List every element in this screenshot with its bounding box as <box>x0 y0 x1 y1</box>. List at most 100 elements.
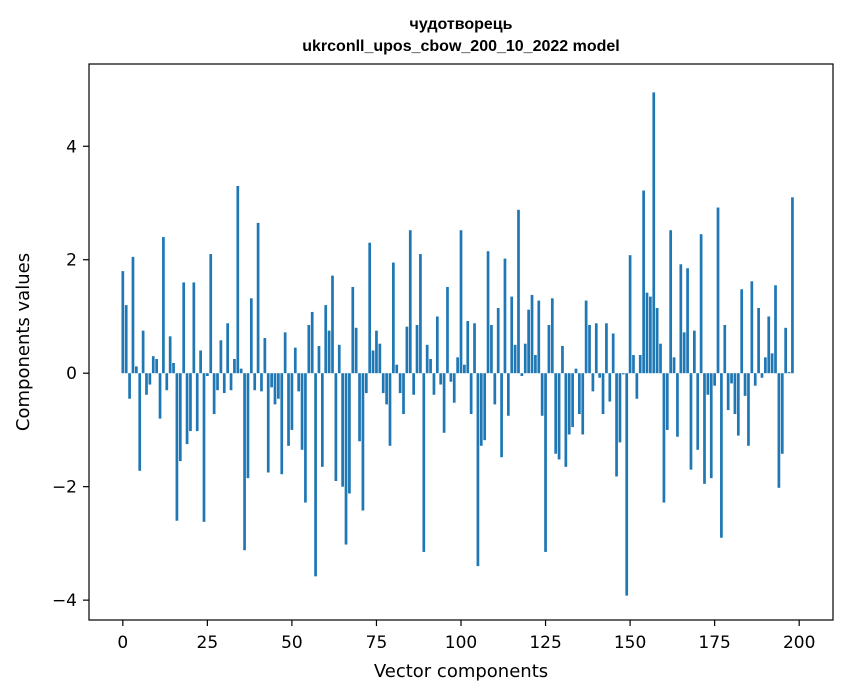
bar-25 <box>206 373 209 377</box>
bar-99 <box>456 357 459 374</box>
bar-180 <box>730 373 733 384</box>
bar-116 <box>513 344 517 374</box>
bar-139 <box>591 373 595 392</box>
bar-32 <box>229 373 233 391</box>
bar-124 <box>540 373 544 416</box>
bar-189 <box>760 373 764 378</box>
bar-21 <box>192 282 196 374</box>
bar-59 <box>320 373 324 467</box>
bar-179 <box>726 373 730 411</box>
bar-62 <box>331 275 334 374</box>
bar-111 <box>496 307 500 374</box>
bar-92 <box>432 373 436 395</box>
bar-174 <box>709 373 713 479</box>
bar-135 <box>578 373 581 415</box>
y-axis-ticks: −4 −2 0 2 4 <box>52 137 89 611</box>
bar-161 <box>665 373 669 430</box>
bar-76 <box>378 343 382 374</box>
bar-30 <box>222 373 226 394</box>
bar-93 <box>435 316 439 374</box>
bar-63 <box>334 373 338 481</box>
bar-42 <box>263 338 267 374</box>
bar-5 <box>138 373 142 471</box>
bar-13 <box>165 373 169 391</box>
bar-104 <box>473 323 476 374</box>
bar-162 <box>669 230 673 374</box>
bar-195 <box>780 373 784 454</box>
bar-16 <box>175 373 179 521</box>
bar-43 <box>266 373 270 473</box>
bar-177 <box>720 373 723 538</box>
bar-187 <box>753 373 757 386</box>
bar-86 <box>412 373 416 395</box>
bar-45 <box>273 373 277 405</box>
bar-169 <box>692 330 696 374</box>
bar-120 <box>527 309 530 374</box>
bar-172 <box>703 373 706 484</box>
bar-178 <box>723 324 727 374</box>
bar-136 <box>581 373 585 435</box>
bar-77 <box>381 373 385 394</box>
x-tick-label: 175 <box>698 633 730 653</box>
bar-155 <box>645 292 649 374</box>
bar-28 <box>216 373 219 391</box>
bar-198 <box>791 197 794 374</box>
bar-123 <box>537 300 541 374</box>
bar-57 <box>314 373 317 577</box>
bar-82 <box>398 373 402 394</box>
bar-60 <box>324 305 328 374</box>
bar-38 <box>249 298 253 374</box>
bar-109 <box>490 324 493 374</box>
bar-11 <box>158 373 162 419</box>
bar-138 <box>588 324 591 374</box>
bar-140 <box>594 323 598 374</box>
bar-181 <box>733 373 737 415</box>
bar-110 <box>493 373 497 405</box>
bar-194 <box>777 373 781 488</box>
bar-147 <box>618 373 622 443</box>
bar-27 <box>212 373 216 415</box>
bar-20 <box>189 373 192 432</box>
bar-148 <box>621 373 625 375</box>
bar-89 <box>422 373 426 552</box>
bar-31 <box>226 323 230 374</box>
bar-97 <box>449 373 453 382</box>
bar-24 <box>202 373 206 522</box>
bar-150 <box>628 255 632 374</box>
bar-121 <box>530 294 534 374</box>
bar-98 <box>452 373 456 403</box>
bar-26 <box>209 254 213 374</box>
bar-68 <box>351 286 355 374</box>
bar-114 <box>506 373 510 416</box>
bar-50 <box>290 373 294 430</box>
bar-47 <box>280 373 284 475</box>
bar-36 <box>243 373 246 551</box>
bar-6 <box>141 330 145 374</box>
bar-193 <box>774 285 777 374</box>
bar-46 <box>277 373 280 399</box>
bar-141 <box>598 373 602 378</box>
bar-40 <box>256 222 260 374</box>
bar-151 <box>632 355 635 374</box>
bar-66 <box>344 373 348 545</box>
bar-61 <box>327 330 331 374</box>
bar-91 <box>429 359 432 374</box>
bar-87 <box>415 324 419 374</box>
bar-130 <box>561 345 564 374</box>
bar-173 <box>706 373 710 395</box>
bar-85 <box>408 230 412 374</box>
bar-191 <box>767 316 771 374</box>
bar-159 <box>659 343 662 374</box>
bar-115 <box>510 296 514 374</box>
x-tick-label: 0 <box>117 633 128 653</box>
bar-56 <box>310 311 314 374</box>
bar-152 <box>635 373 639 399</box>
bar-129 <box>557 373 561 460</box>
bar-94 <box>439 373 443 385</box>
bar-171 <box>699 234 703 374</box>
bar-79 <box>388 373 392 446</box>
bar-102 <box>466 321 470 374</box>
bar-127 <box>550 298 554 374</box>
x-tick-label: 125 <box>529 633 561 653</box>
bar-163 <box>672 357 676 374</box>
